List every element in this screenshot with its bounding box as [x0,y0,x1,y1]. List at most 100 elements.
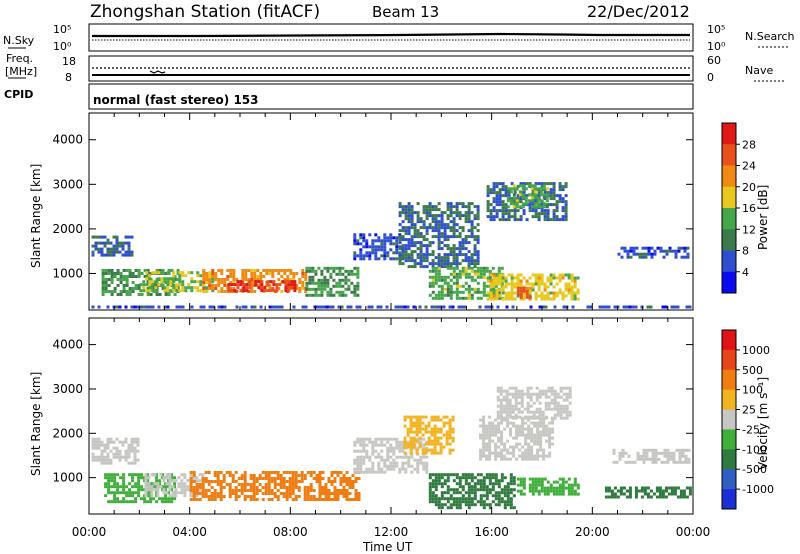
scatter-cell [392,257,396,261]
scatter-cell [168,476,172,480]
scatter-cell [422,443,426,447]
scatter-cell [305,281,309,285]
scatter-cell [434,479,438,483]
scatter-cell [467,494,471,498]
scatter-cell [621,454,625,458]
scatter-cell [500,476,504,480]
scatter-cell [476,266,480,270]
scatter-cell [164,494,168,498]
scatter-cell [195,476,199,480]
scatter-cell [470,488,474,492]
scatter-cell [243,477,247,480]
scatter-cell [422,256,426,260]
scatter-cell [169,283,173,287]
scatter-cell [485,427,489,431]
scatter-cell [150,485,154,489]
scatter-cell [392,236,396,240]
scatter-cell [434,473,438,477]
scatter-cell [409,442,413,446]
scatter-cell [564,194,568,198]
scatter-cell [425,217,429,221]
scatter-cell [518,190,522,194]
scatter-cell [389,467,393,471]
scatter-cell [514,413,518,417]
scatter-cell [104,482,108,486]
scatter-cell [118,458,122,462]
scatter-cell [348,486,352,489]
scatter-cell [280,269,284,272]
scatter-cell [523,392,527,396]
scatter-cell [368,254,372,258]
scatter-cell [509,430,513,434]
scatter-cell [504,297,508,301]
scatter-cell [512,479,516,483]
scatter-cell [638,255,642,259]
scatter-cell [520,398,524,402]
scatter-cell [431,226,435,230]
scatter-cell [515,205,519,209]
scatter-cell [542,196,546,200]
scatter-cell [537,480,541,484]
scatter-cell [546,215,550,219]
scatter-cell [446,506,450,510]
scatter-cell [359,449,363,453]
scatter-cell [338,290,342,294]
scatter-cell [353,266,357,270]
scatter-cell [518,448,522,452]
scatter-cell [359,257,363,261]
scatter-cell [134,284,138,287]
scatter-cell [180,485,184,489]
scatter-cell [171,479,175,483]
scatter-cell [511,410,515,414]
scatter-cell [567,492,571,496]
scatter-cell [467,491,471,495]
scatter-cell [525,194,529,198]
scatter-cell [189,491,193,495]
scatter-cell [410,205,414,209]
scatter-cell [189,489,193,492]
scatter-cell [424,442,428,446]
scatter-cell [531,489,535,493]
scatter-cell [116,278,120,281]
scatter-cell [461,473,465,477]
scatter-cell [205,286,209,290]
scatter-cell [121,253,125,257]
scatter-cell [401,211,405,215]
scatter-cell [528,297,532,301]
scatter-cell [137,482,141,486]
scatter-cell [158,479,162,483]
scatter-cell [501,200,505,204]
scatter-cell [285,495,289,498]
scatter-cell [146,500,150,504]
scatter-cell [234,486,238,489]
scatter-cell [489,288,493,292]
scatter-cell [470,485,474,489]
scatter-cell [335,284,339,288]
scatter-cell [476,281,480,285]
scatter-cell [359,455,363,459]
scatter-cell [629,249,633,253]
scatter-cell [333,486,337,489]
scatter-cell [270,492,274,495]
scatter-cell [552,291,556,295]
scatter-cell [97,446,101,450]
scatter-cell [333,477,337,480]
scatter-cell [231,477,235,480]
scatter-cell [613,495,617,499]
scatter-cell [549,273,553,277]
scatter-cell [567,291,571,295]
scatter-cell [446,491,450,495]
scatter-cell [627,454,631,458]
scatter-cell [418,421,422,425]
scatter-cell [513,191,517,195]
scatter-cell [536,442,540,446]
scatter-cell [395,461,399,465]
scatter-cell [537,288,541,292]
scatter-cell [365,452,369,456]
scatter-cell [236,280,240,284]
scatter-cell [257,280,261,284]
scatter-cell [243,474,247,477]
scatter-cell [356,455,360,459]
scatter-cell [362,446,366,450]
scatter-cell [389,464,393,468]
